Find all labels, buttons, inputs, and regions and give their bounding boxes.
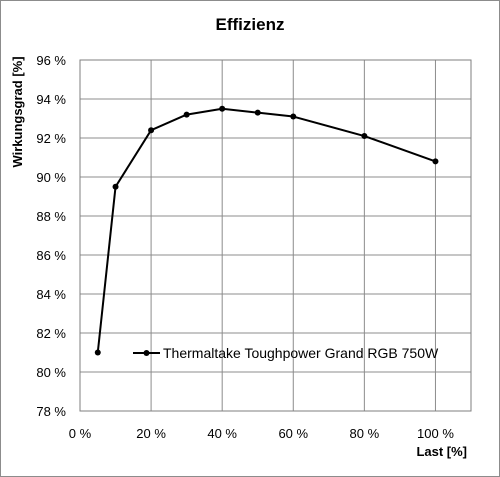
- series-line: [96, 107, 436, 353]
- y-tick-label: 88 %: [36, 209, 66, 224]
- legend-marker: [143, 350, 150, 356]
- y-tick-label: 94 %: [36, 92, 66, 107]
- data-point: [432, 158, 439, 165]
- y-tick-label: 80 %: [36, 365, 66, 380]
- y-tick-label: 92 %: [36, 131, 66, 146]
- x-tick-label: 80 %: [350, 426, 380, 441]
- y-tick-label: 82 %: [36, 326, 66, 341]
- data-point: [94, 349, 101, 356]
- y-axis-title: Wirkungsgrad [%]: [10, 56, 25, 167]
- y-tick-label: 96 %: [36, 53, 66, 68]
- y-axis-tick-labels: 78 % 80 % 82 % 84 % 86 % 88 % 90 % 92 % 94 % 96 %: [36, 53, 66, 419]
- data-point: [254, 109, 261, 116]
- data-point: [290, 113, 297, 120]
- data-point: [148, 127, 155, 134]
- data-point: [183, 111, 190, 118]
- data-point: [112, 183, 119, 190]
- legend-label: Thermaltake Toughpower Grand RGB 750W: [163, 345, 439, 361]
- series-layer: [94, 105, 439, 356]
- y-tick-label: 84 %: [36, 287, 66, 302]
- x-tick-label: 0 %: [69, 426, 92, 441]
- x-tick-label: 100 %: [417, 426, 454, 441]
- x-axis-title: Last [%]: [416, 444, 467, 459]
- data-point: [219, 105, 226, 112]
- data-point: [361, 133, 368, 140]
- y-tick-label: 90 %: [36, 170, 66, 185]
- y-tick-label: 86 %: [36, 248, 66, 263]
- x-tick-label: 60 %: [278, 426, 308, 441]
- y-tick-label: 78 %: [36, 404, 66, 419]
- plot-area: [79, 59, 472, 412]
- x-axis-tick-labels: 0 % 20 % 40 % 60 % 80 % 100 %: [69, 426, 455, 441]
- x-tick-label: 20 %: [136, 426, 166, 441]
- chart-title: Effizienz: [216, 15, 285, 34]
- x-tick-label: 40 %: [207, 426, 237, 441]
- legend: Thermaltake Toughpower Grand RGB 750W: [133, 345, 439, 361]
